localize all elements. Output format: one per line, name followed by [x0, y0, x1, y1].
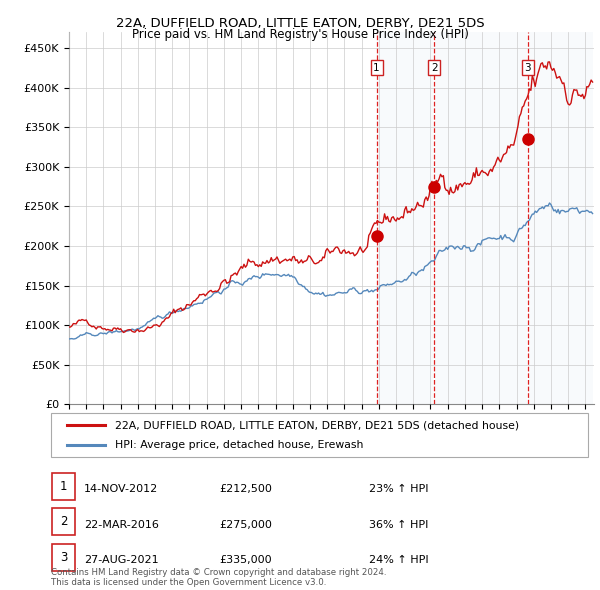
Text: 36% ↑ HPI: 36% ↑ HPI [369, 520, 428, 529]
Text: 3: 3 [60, 550, 67, 564]
Text: £275,000: £275,000 [219, 520, 272, 529]
Text: 24% ↑ HPI: 24% ↑ HPI [369, 555, 428, 565]
Text: 2: 2 [431, 63, 437, 73]
Text: 23% ↑ HPI: 23% ↑ HPI [369, 484, 428, 494]
Text: HPI: Average price, detached house, Erewash: HPI: Average price, detached house, Erew… [115, 440, 364, 450]
Text: 22A, DUFFIELD ROAD, LITTLE EATON, DERBY, DE21 5DS: 22A, DUFFIELD ROAD, LITTLE EATON, DERBY,… [116, 17, 484, 30]
Text: 1: 1 [60, 480, 67, 493]
Text: £335,000: £335,000 [219, 555, 272, 565]
Text: Price paid vs. HM Land Registry's House Price Index (HPI): Price paid vs. HM Land Registry's House … [131, 28, 469, 41]
Text: Contains HM Land Registry data © Crown copyright and database right 2024.
This d: Contains HM Land Registry data © Crown c… [51, 568, 386, 587]
Text: 27-AUG-2021: 27-AUG-2021 [84, 555, 158, 565]
Text: 3: 3 [524, 63, 531, 73]
Text: 2: 2 [60, 515, 67, 529]
Text: 1: 1 [373, 63, 380, 73]
Text: 22A, DUFFIELD ROAD, LITTLE EATON, DERBY, DE21 5DS (detached house): 22A, DUFFIELD ROAD, LITTLE EATON, DERBY,… [115, 421, 520, 430]
Text: 22-MAR-2016: 22-MAR-2016 [84, 520, 159, 529]
Text: 14-NOV-2012: 14-NOV-2012 [84, 484, 158, 494]
Text: £212,500: £212,500 [219, 484, 272, 494]
